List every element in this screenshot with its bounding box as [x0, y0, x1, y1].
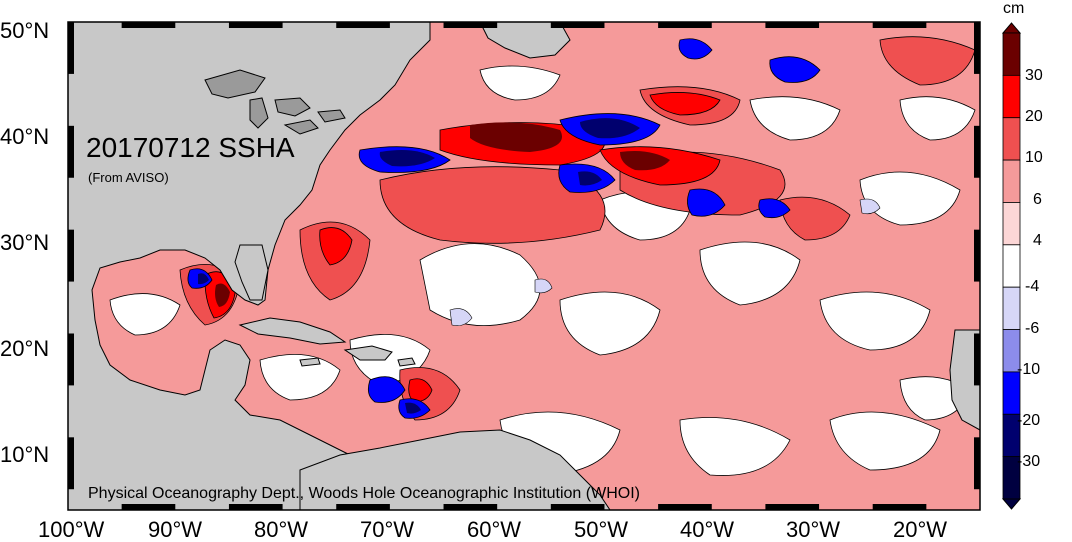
colorbar-label-neg20: -20	[1017, 412, 1040, 429]
south-america-land	[299, 429, 611, 510]
lon-label-40w: 40°W	[680, 517, 734, 542]
border-segment-bottom	[872, 504, 927, 510]
lon-label-50w: 50°W	[574, 517, 628, 542]
colorbar-label-neg4: -4	[1025, 278, 1039, 295]
border-segment-left	[68, 125, 74, 178]
border-segment-top	[336, 22, 390, 28]
border-segment-right	[974, 125, 980, 178]
border-segment-left	[68, 229, 74, 282]
colorbar-swatch	[1002, 74, 1021, 119]
border-segment-left	[68, 333, 74, 386]
border-segment-bottom	[443, 504, 498, 510]
africa-land	[949, 329, 980, 431]
border-segment-bottom	[228, 504, 283, 510]
colorbar-label-20: 20	[1025, 108, 1043, 125]
colorbar-swatch	[1002, 244, 1021, 288]
border-segment-top	[658, 22, 712, 28]
border-segment-top	[550, 22, 605, 28]
colorbar-label-30: 30	[1025, 67, 1043, 84]
border-segment-bottom	[336, 504, 390, 510]
border-segment-top	[443, 22, 498, 28]
lon-label-60w: 60°W	[467, 517, 521, 542]
colorbar-bottom-arrow	[1001, 498, 1022, 510]
jamaica-land	[299, 357, 321, 367]
border-segment-bottom	[121, 504, 176, 510]
colorbar-label-10: 10	[1025, 149, 1043, 166]
cuba-land	[238, 317, 347, 345]
map-checkered-border	[68, 22, 980, 510]
border-segment-top	[228, 22, 283, 28]
colorbar-swatch	[1002, 32, 1021, 76]
colorbar-swatch	[1002, 159, 1021, 203]
strong-negative-anomaly-patches	[198, 118, 640, 414]
longitude-labels: 100°W 90°W 80°W 70°W 60°W 50°W 40°W 30°W…	[38, 517, 947, 542]
lon-label-30w: 30°W	[786, 517, 840, 542]
border-segment-right	[974, 333, 980, 386]
land	[68, 22, 980, 510]
lon-label-90w: 90°W	[148, 517, 202, 542]
border-segment-top	[872, 22, 927, 28]
map-title: 20170712 SSHA	[86, 132, 295, 163]
border-segment-top	[121, 22, 176, 28]
hispaniola-land	[343, 345, 393, 361]
map-credit: Physical Oceanography Dept., Woods Hole …	[88, 485, 640, 502]
colorbar-label-neg6: -6	[1025, 320, 1039, 337]
map-panel: 20170712 SSHA (From AVISO) Physical Ocea…	[68, 22, 980, 510]
colorbar-swatch	[1002, 202, 1021, 246]
colorbar-label-neg30: -30	[1017, 453, 1040, 470]
lat-label-10n: 10°N	[0, 442, 49, 467]
florida-land	[234, 244, 269, 301]
latitude-labels: 50°N 40°N 30°N 20°N 10°N	[0, 18, 49, 467]
colorbar-top-arrow	[1001, 22, 1022, 34]
lat-label-40n: 40°N	[0, 124, 49, 149]
colorbar-label-neg10: -10	[1017, 361, 1040, 378]
border-segment-right	[974, 437, 980, 490]
lon-label-20w: 20°W	[893, 517, 947, 542]
lon-label-80w: 80°W	[254, 517, 308, 542]
puerto-rico-land	[397, 357, 416, 367]
lon-label-70w: 70°W	[360, 517, 414, 542]
colorbar-label-6: 6	[1033, 191, 1042, 208]
colorbar-swatch	[1002, 117, 1021, 161]
lat-label-50n: 50°N	[0, 18, 49, 43]
lat-label-20n: 20°N	[0, 336, 49, 361]
lat-label-30n: 30°N	[0, 230, 49, 255]
border-segment-top	[765, 22, 820, 28]
border-segment-bottom	[658, 504, 712, 510]
border-segment-right	[974, 229, 980, 282]
colorbar-swatches	[1001, 22, 1022, 510]
colorbar-swatch	[1002, 371, 1021, 415]
colorbar-label-4: 4	[1033, 232, 1042, 249]
colorbar: cm 30 20 10 6 4 -4 -6 -10 -20 -30	[1001, 0, 1043, 510]
colorbar-unit: cm	[1003, 0, 1024, 17]
colorbar-swatch	[1002, 286, 1021, 330]
great-lakes	[204, 69, 346, 135]
border-segment-bottom	[550, 504, 605, 510]
border-segment-bottom	[765, 504, 820, 510]
border-segment-right	[974, 22, 980, 74]
border-segment-left	[68, 22, 74, 74]
lon-label-100w: 100°W	[38, 517, 105, 542]
extreme-positive-anomaly-patches	[215, 122, 670, 307]
map-subtitle: (From AVISO)	[88, 170, 169, 185]
border-segment-left	[68, 437, 74, 490]
